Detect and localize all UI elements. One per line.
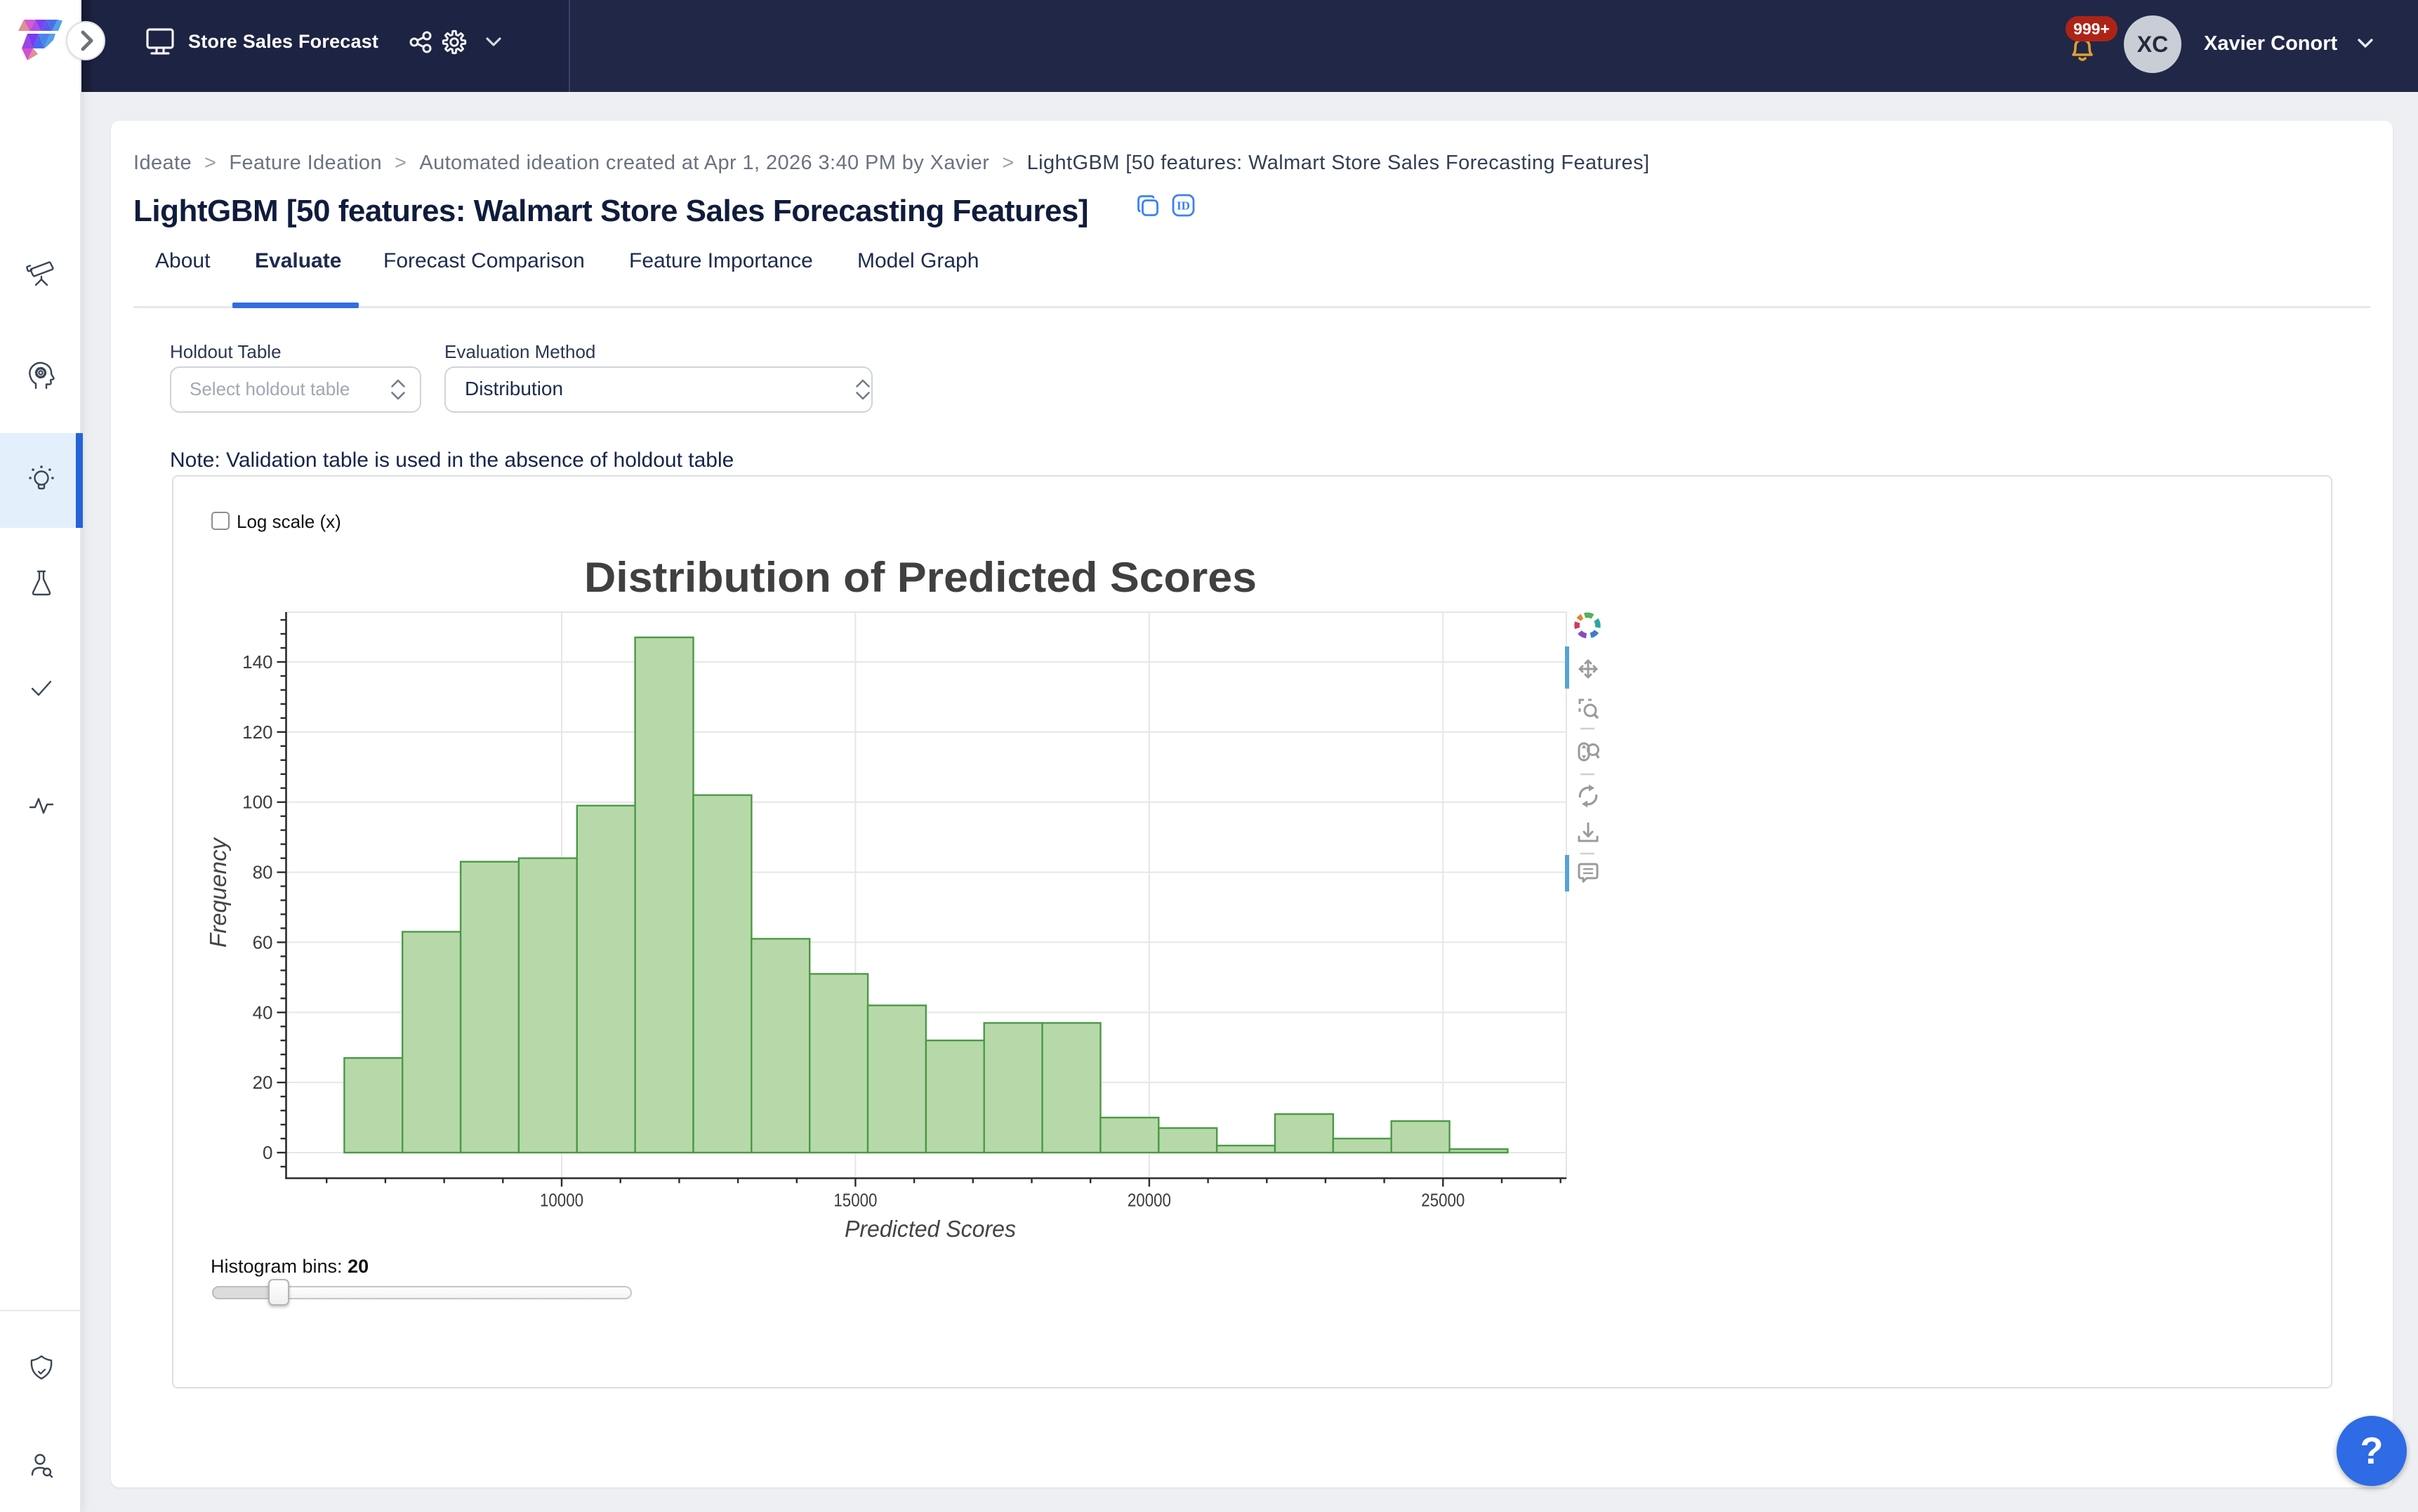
svg-text:ID: ID — [1177, 199, 1190, 213]
svg-text:120: 120 — [242, 722, 272, 743]
svg-text:100: 100 — [242, 792, 272, 813]
svg-text:40: 40 — [253, 1002, 273, 1023]
svg-text:140: 140 — [242, 651, 272, 672]
svg-text:Frequency: Frequency — [205, 837, 231, 948]
svg-text:15000: 15000 — [833, 1190, 877, 1211]
svg-text:0: 0 — [263, 1142, 272, 1163]
svg-text:20: 20 — [253, 1072, 273, 1093]
svg-text:20000: 20000 — [1128, 1190, 1171, 1211]
svg-text:10000: 10000 — [540, 1190, 583, 1211]
svg-text:Predicted Scores: Predicted Scores — [845, 1216, 1016, 1242]
svg-text:25000: 25000 — [1421, 1190, 1465, 1211]
svg-text:Distribution of Predicted Scor: Distribution of Predicted Scores — [584, 554, 1257, 601]
svg-text:60: 60 — [253, 931, 273, 953]
svg-text:80: 80 — [253, 862, 273, 883]
